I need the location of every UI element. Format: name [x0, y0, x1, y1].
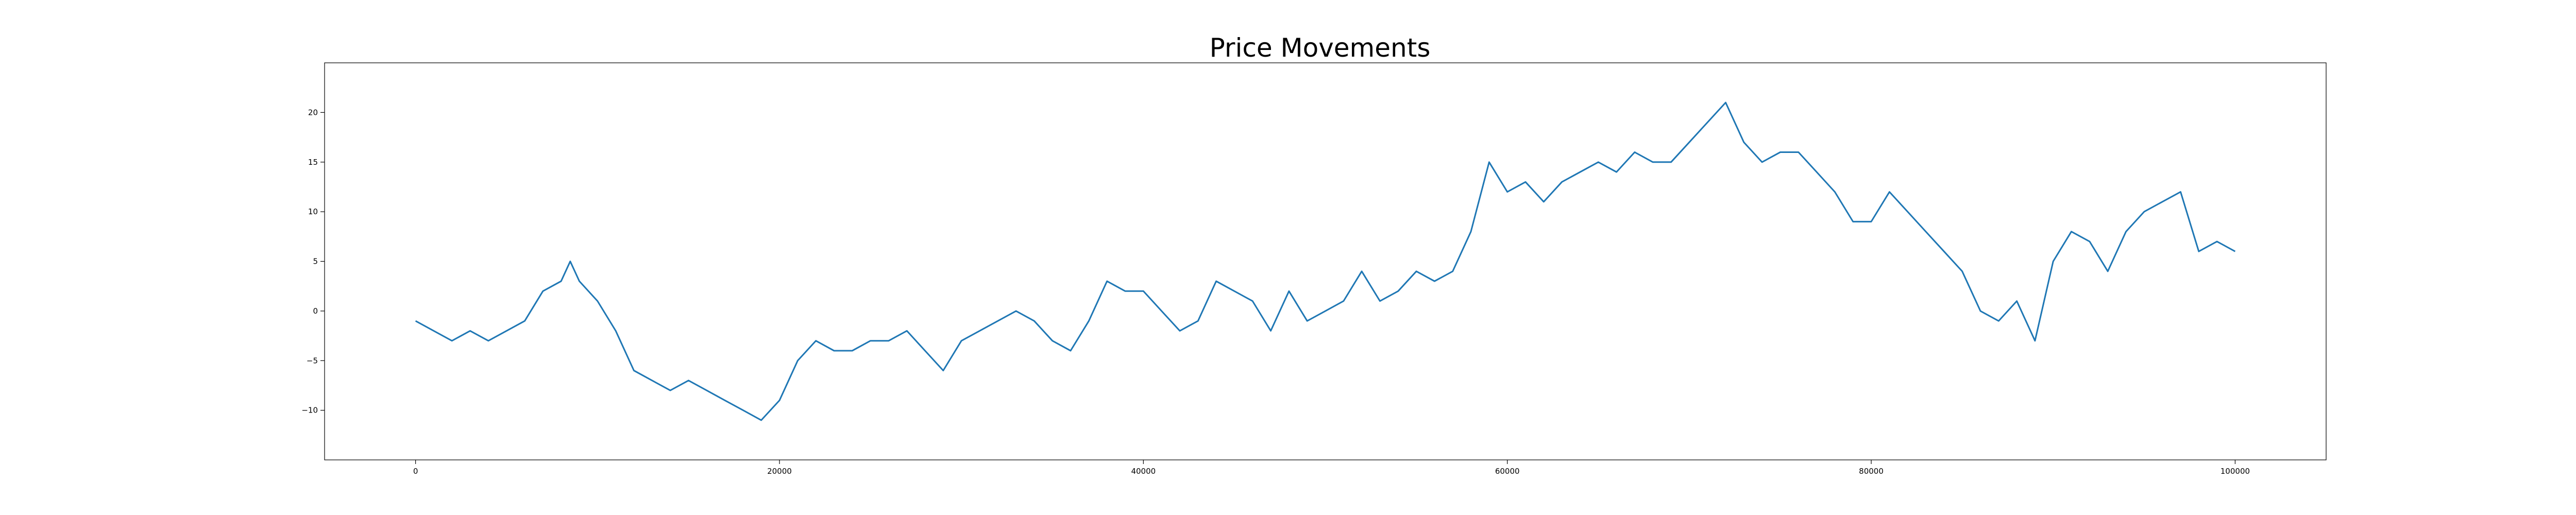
- y-tick-label: 0: [313, 306, 318, 316]
- x-tick-label: 20000: [767, 467, 792, 476]
- x-tick-label: 40000: [1131, 467, 1156, 476]
- price-series-line: [415, 101, 2236, 421]
- plot-area: 0 20000 40000 60000 80000 100000 −10 −5 0 5 10 15 20: [301, 62, 2327, 476]
- y-tick-label: −10: [301, 406, 318, 415]
- x-tick-label: 100000: [2221, 467, 2250, 476]
- x-tick-label: 80000: [1859, 467, 1884, 476]
- y-tick-label: 5: [313, 257, 318, 266]
- y-tick-label: 15: [308, 158, 318, 167]
- x-tick-label: 60000: [1495, 467, 1520, 476]
- y-tick-label: 20: [308, 108, 318, 117]
- y-tick-label: 10: [308, 207, 318, 216]
- y-tick-label: −5: [307, 356, 318, 365]
- x-tick-label: 0: [413, 467, 418, 476]
- chart-title: Price Movements: [1210, 33, 1431, 63]
